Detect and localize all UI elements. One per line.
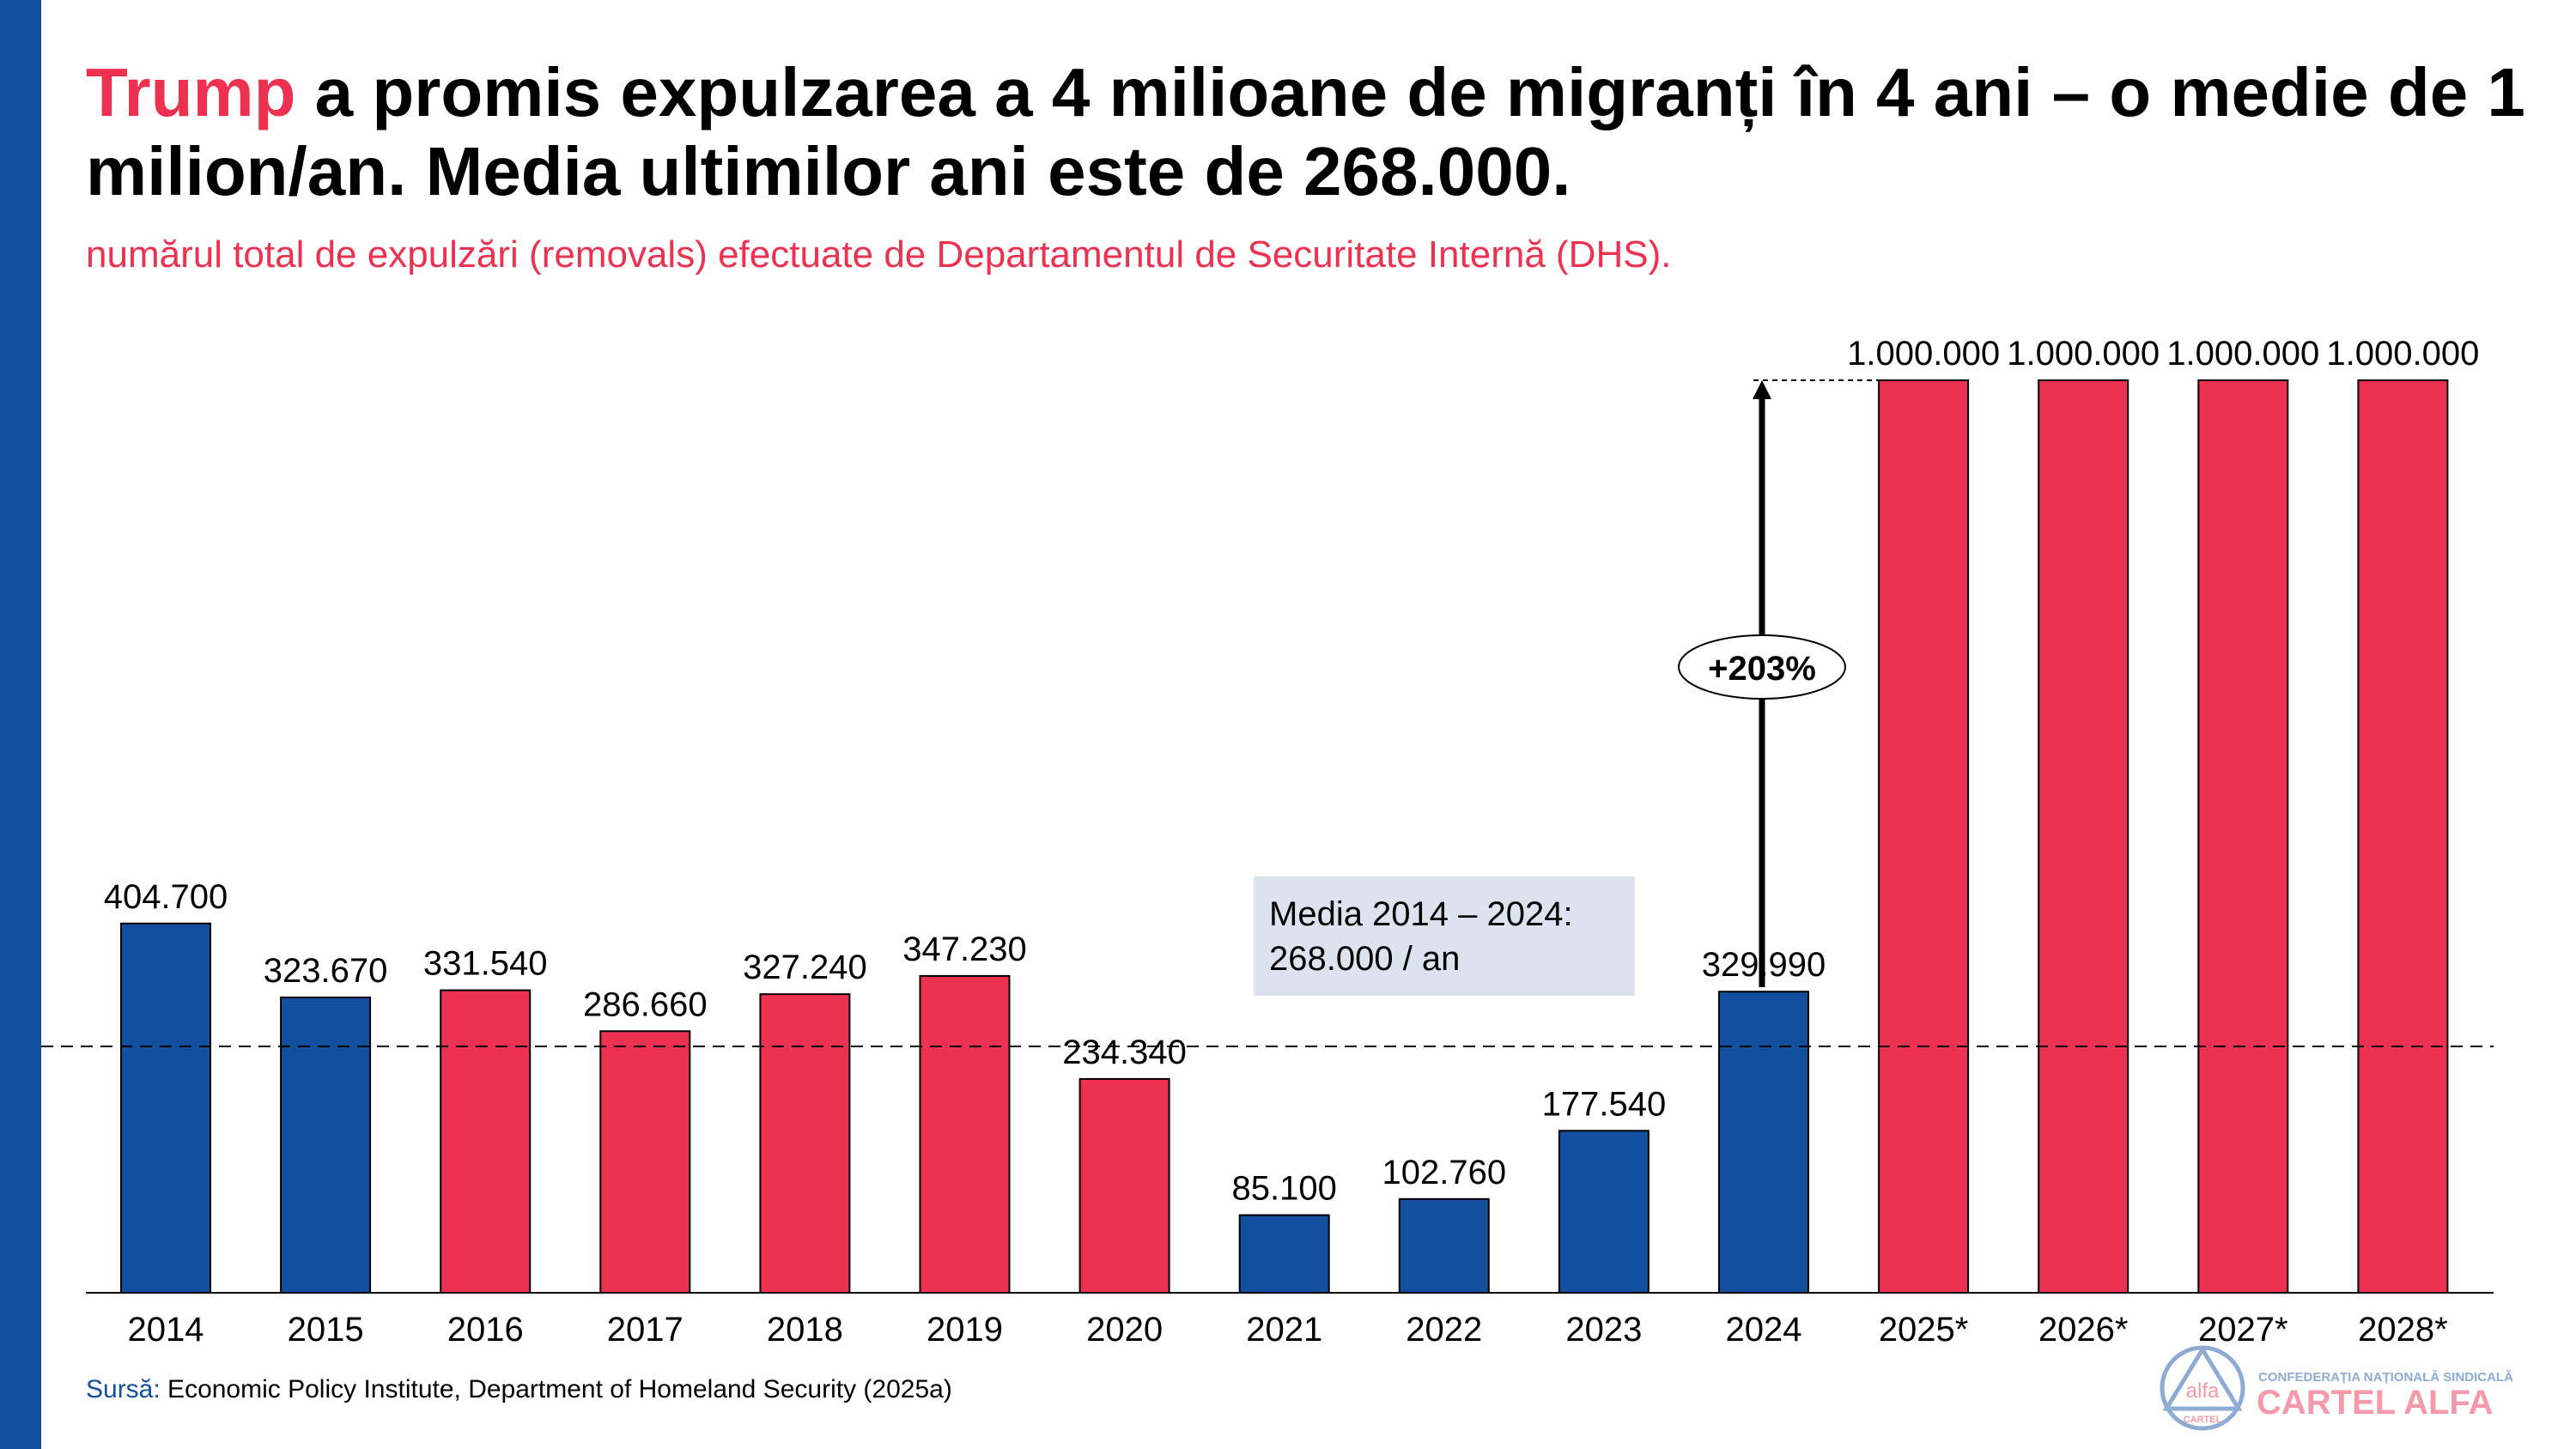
x-tick-label: 2022 [1406,1311,1482,1349]
cartel-alfa-logo: alfa CARTEL CONFEDERAȚIA NAȚIONALĂ SINDI… [2160,1345,2513,1431]
value-label: 404.700 [104,878,228,916]
x-tick-label: 2023 [1565,1311,1642,1349]
x-tick-label: 2028* [2358,1311,2448,1349]
x-tick-label: 2027* [2198,1311,2288,1349]
bar-2016 [440,989,532,1294]
value-label: 1.000.000 [2166,335,2319,373]
average-box-line1: Media 2014 – 2024: [1269,895,1573,933]
source-label: Sursă: [86,1375,161,1404]
growth-label: +203% [1708,650,1816,688]
value-label: 329.990 [1702,946,1826,984]
logo-name: CARTEL ALFA [2257,1384,2494,1422]
bar-2023 [1558,1130,1649,1294]
value-label: 85.100 [1232,1170,1337,1208]
subtitle: numărul total de expulzări (removals) ef… [86,233,1672,276]
x-tick-label: 2015 [288,1311,364,1349]
value-label: 1.000.000 [1847,335,2000,373]
x-tick-label: 2017 [607,1311,683,1349]
x-tick-label: 2016 [447,1311,524,1349]
bar-2019 [919,974,1011,1294]
value-label: 331.540 [423,945,548,983]
average-box: Media 2014 – 2024: 268.000 / an [1254,876,1635,996]
source-note: Sursă: Economic Policy Institute, Depart… [86,1375,952,1404]
logo-triangle [2162,1345,2243,1411]
x-tick-label: 2021 [1246,1311,1322,1349]
value-label: 1.000.000 [2326,335,2479,373]
value-label: 1.000.000 [2007,335,2160,373]
growth-ellipse [1678,634,1846,700]
bar-2015 [280,996,372,1294]
x-tick-label: 2024 [1726,1311,1802,1349]
bar-2022 [1398,1197,1490,1294]
bar-2018 [759,993,851,1294]
logo-emblem-word: alfa [2186,1379,2220,1403]
bar-2028 [2357,379,2449,1294]
bar-2024 [1718,991,1809,1294]
bar-2027 [2197,379,2289,1294]
x-tick-label: 2020 [1086,1311,1163,1349]
arrow-head-icon [1753,380,1771,399]
title-highlight: Trump [86,54,296,130]
source-text: Economic Policy Institute, Department of… [160,1375,952,1404]
bar-2020 [1078,1077,1170,1294]
value-label: 102.760 [1382,1154,1507,1191]
value-label: 177.540 [1542,1085,1667,1123]
x-tick-label: 2026* [2038,1311,2129,1349]
x-tick-label: 2018 [767,1311,843,1349]
average-box-line2: 268.000 / an [1269,940,1461,978]
bar-2025 [1878,379,1970,1294]
x-tick-label: 2014 [128,1311,204,1349]
logo-emblem-sub: CARTEL [2184,1415,2222,1425]
left-accent-bar [0,0,41,1449]
page-title: Trump a promis expulzarea a 4 milioane d… [86,53,2533,211]
value-label: 286.660 [583,985,708,1023]
bar-2021 [1238,1214,1330,1294]
value-label: 323.670 [264,952,388,990]
bar-2017 [599,1030,691,1294]
bar-2026 [2038,379,2129,1294]
title-rest: a promis expulzarea a 4 milioane de migr… [86,54,2525,209]
x-tick-label: 2025* [1879,1311,1969,1349]
x-tick-label: 2019 [927,1311,1003,1349]
bar-2014 [120,922,211,1294]
value-label: 234.340 [1062,1034,1187,1071]
value-label: 347.230 [902,931,1027,968]
value-label: 327.240 [743,949,867,986]
logo-top-text: CONFEDERAȚIA NAȚIONALĂ SINDICALĂ [2258,1370,2513,1385]
